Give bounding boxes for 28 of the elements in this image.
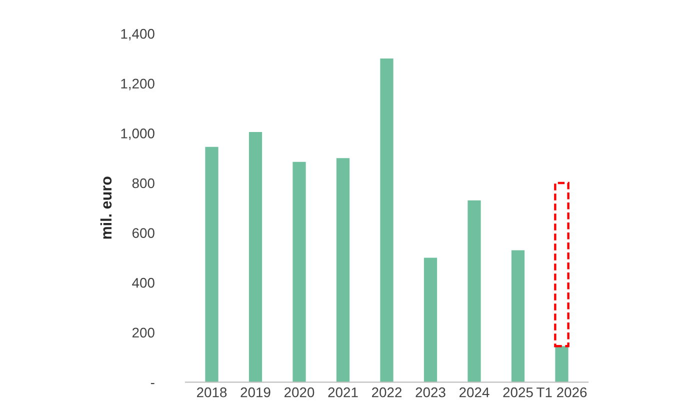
y-tick-label: 200 — [132, 328, 154, 338]
bar — [205, 146, 218, 382]
x-tick-label: 2021 — [328, 387, 358, 398]
bar — [511, 250, 525, 382]
x-tick-label: 2024 — [460, 387, 490, 398]
y-tick-label: 1,200 — [121, 78, 154, 90]
bar — [292, 162, 306, 382]
y-axis-title: mil. euro — [100, 176, 112, 239]
y-tick-label: 400 — [132, 278, 154, 288]
bar — [554, 182, 570, 348]
x-tick-label: 2023 — [416, 387, 446, 398]
bar — [336, 158, 350, 382]
y-tick-label: 800 — [132, 178, 154, 188]
bar — [555, 346, 568, 382]
bar — [424, 258, 438, 382]
x-tick-label: 2019 — [240, 387, 270, 398]
x-tick-label: 2020 — [284, 387, 314, 398]
bar — [380, 58, 394, 382]
y-tick-label: 1,000 — [121, 128, 154, 140]
y-tick-label: - — [150, 383, 154, 384]
x-tick-label: 2022 — [372, 387, 402, 398]
bar — [248, 132, 262, 382]
x-tick-label: 2018 — [197, 387, 227, 398]
x-tick-label: 2025 — [503, 387, 533, 398]
bar — [468, 200, 481, 382]
y-tick-label: 600 — [132, 228, 154, 238]
y-tick-label: 1,400 — [121, 28, 154, 40]
x-tick-label: T1 2026 — [536, 387, 587, 398]
